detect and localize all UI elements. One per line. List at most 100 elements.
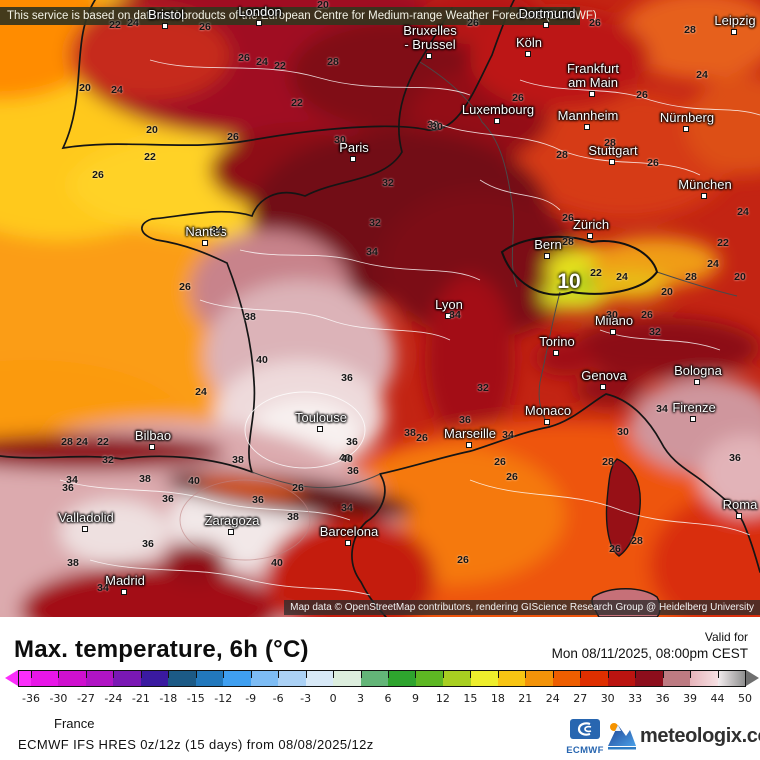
city-name: Nantes — [185, 223, 227, 239]
contour-label: 24 — [616, 271, 628, 283]
colorbar-tick — [635, 671, 637, 678]
valid-for-label: Valid for — [704, 630, 748, 644]
contour-label: 26 — [238, 52, 250, 64]
colorbar-tick — [278, 671, 280, 678]
city-marker — [228, 529, 234, 535]
colorbar-segment — [58, 671, 86, 686]
city-name: Firenze — [672, 399, 716, 415]
colorbar-tick — [223, 671, 225, 678]
colorbar-segment — [333, 671, 361, 686]
colorbar-tick-label: -30 — [49, 692, 68, 705]
contour-label: 40 — [188, 475, 200, 487]
colorbar-tick — [717, 671, 719, 678]
contour-label: 40 — [339, 452, 351, 464]
colorbar-tick-label: 39 — [683, 692, 698, 705]
ecmwf-logo[interactable]: ECMWF — [563, 719, 607, 756]
contour-label: 20 — [146, 124, 158, 136]
colorbar-tick-label: 3 — [357, 692, 365, 705]
city-marker — [345, 540, 351, 546]
colorbar-tick — [305, 671, 307, 678]
colorbar-tick-label: 15 — [463, 692, 478, 705]
colorbar-tick — [607, 671, 609, 678]
contour-label: 38 — [232, 454, 244, 466]
contour-label: 20 — [661, 286, 673, 298]
colorbar-segment — [360, 671, 389, 686]
colorbar-tick-label: -9 — [245, 692, 257, 705]
colorbar-tick-label: 36 — [655, 692, 670, 705]
contour-label: 36 — [252, 494, 264, 506]
colorbar-tick — [580, 671, 582, 678]
colorbar-tick — [85, 671, 87, 678]
city-name: Bern — [534, 236, 562, 252]
contour-label: 32 — [649, 326, 661, 338]
colorbar-tick-label: -15 — [186, 692, 205, 705]
weather-map[interactable]: This service is based on data and produc… — [0, 0, 760, 617]
contour-label: 22 — [717, 237, 729, 249]
colorbar-tick-label: 33 — [628, 692, 643, 705]
city-name: Köln — [515, 34, 543, 50]
colorbar-segment — [662, 671, 691, 686]
contour-label: 26 — [416, 432, 428, 444]
city-name: Valladolid — [58, 509, 114, 525]
contour-label: 32 — [382, 177, 394, 189]
meteologix-logo[interactable]: meteologix.com — [606, 719, 760, 751]
colorbar-tick-label: 24 — [545, 692, 560, 705]
colorbar-tick — [58, 671, 60, 678]
city-name: Nürnberg — [659, 109, 715, 125]
city-marker — [544, 253, 550, 259]
contour-label: 30 — [427, 119, 439, 131]
colorbar-tick — [250, 671, 252, 678]
colorbar-tick-label: -27 — [76, 692, 95, 705]
city-name: München — [678, 176, 732, 192]
contour-label: 24 — [195, 386, 207, 398]
colorbar-segment — [140, 671, 169, 686]
city-marker — [350, 156, 356, 162]
colorbar-tick — [113, 671, 115, 678]
colorbar-segment — [113, 671, 141, 686]
contour-label: 36 — [347, 465, 359, 477]
contour-label: 34 — [502, 429, 514, 441]
contour-label: 28 — [684, 24, 696, 36]
contour-label: 28 — [602, 456, 614, 468]
city-marker — [683, 126, 689, 132]
contour-label: 26 — [179, 281, 191, 293]
contour-label: 28 — [604, 137, 616, 149]
city-marker — [494, 118, 500, 124]
ecmwf-logo-text: ECMWF — [566, 745, 604, 756]
city-name: Paris — [339, 139, 369, 155]
colorbar-right-arrow — [746, 670, 759, 686]
colorbar-tick-label: 27 — [573, 692, 588, 705]
colorbar-segment — [223, 671, 251, 686]
colorbar-tick — [415, 671, 417, 678]
contour-label: 26 — [292, 482, 304, 494]
city-marker — [587, 233, 593, 239]
city-name: Bruxelles - Brussel — [403, 22, 457, 52]
city-marker — [609, 159, 615, 165]
city-name: Dortmund — [518, 5, 576, 21]
contour-label: 26 — [589, 17, 601, 29]
footer-model-line: ECMWF IFS HRES 0z/12z (15 days) from 08/… — [18, 737, 374, 752]
colorbar-tick — [195, 671, 197, 678]
contour-label: 34 — [341, 502, 353, 514]
contour-label: 38 — [139, 473, 151, 485]
city-marker — [694, 379, 700, 385]
colorbar-tick — [360, 671, 362, 678]
contour-label: 28 — [61, 436, 73, 448]
colorbar-tick — [470, 671, 472, 678]
contour-label: 36 — [62, 482, 74, 494]
contour-label: 20 — [734, 271, 746, 283]
colorbar-tick-label: 18 — [490, 692, 505, 705]
contour-label: 30 — [334, 134, 346, 146]
contour-label: 34 — [656, 403, 668, 415]
contour-label: 24 — [127, 17, 139, 29]
contour-label: 26 — [227, 131, 239, 143]
contour-label: 38 — [404, 427, 416, 439]
colorbar-tick — [690, 671, 692, 678]
city-name: Bologna — [674, 362, 722, 378]
city-name: Madrid — [105, 572, 145, 588]
contour-label: 36 — [459, 414, 471, 426]
contour-label: 26 — [641, 309, 653, 321]
contour-label: 22 — [274, 60, 286, 72]
city-marker — [736, 513, 742, 519]
contour-label: 32 — [369, 217, 381, 229]
